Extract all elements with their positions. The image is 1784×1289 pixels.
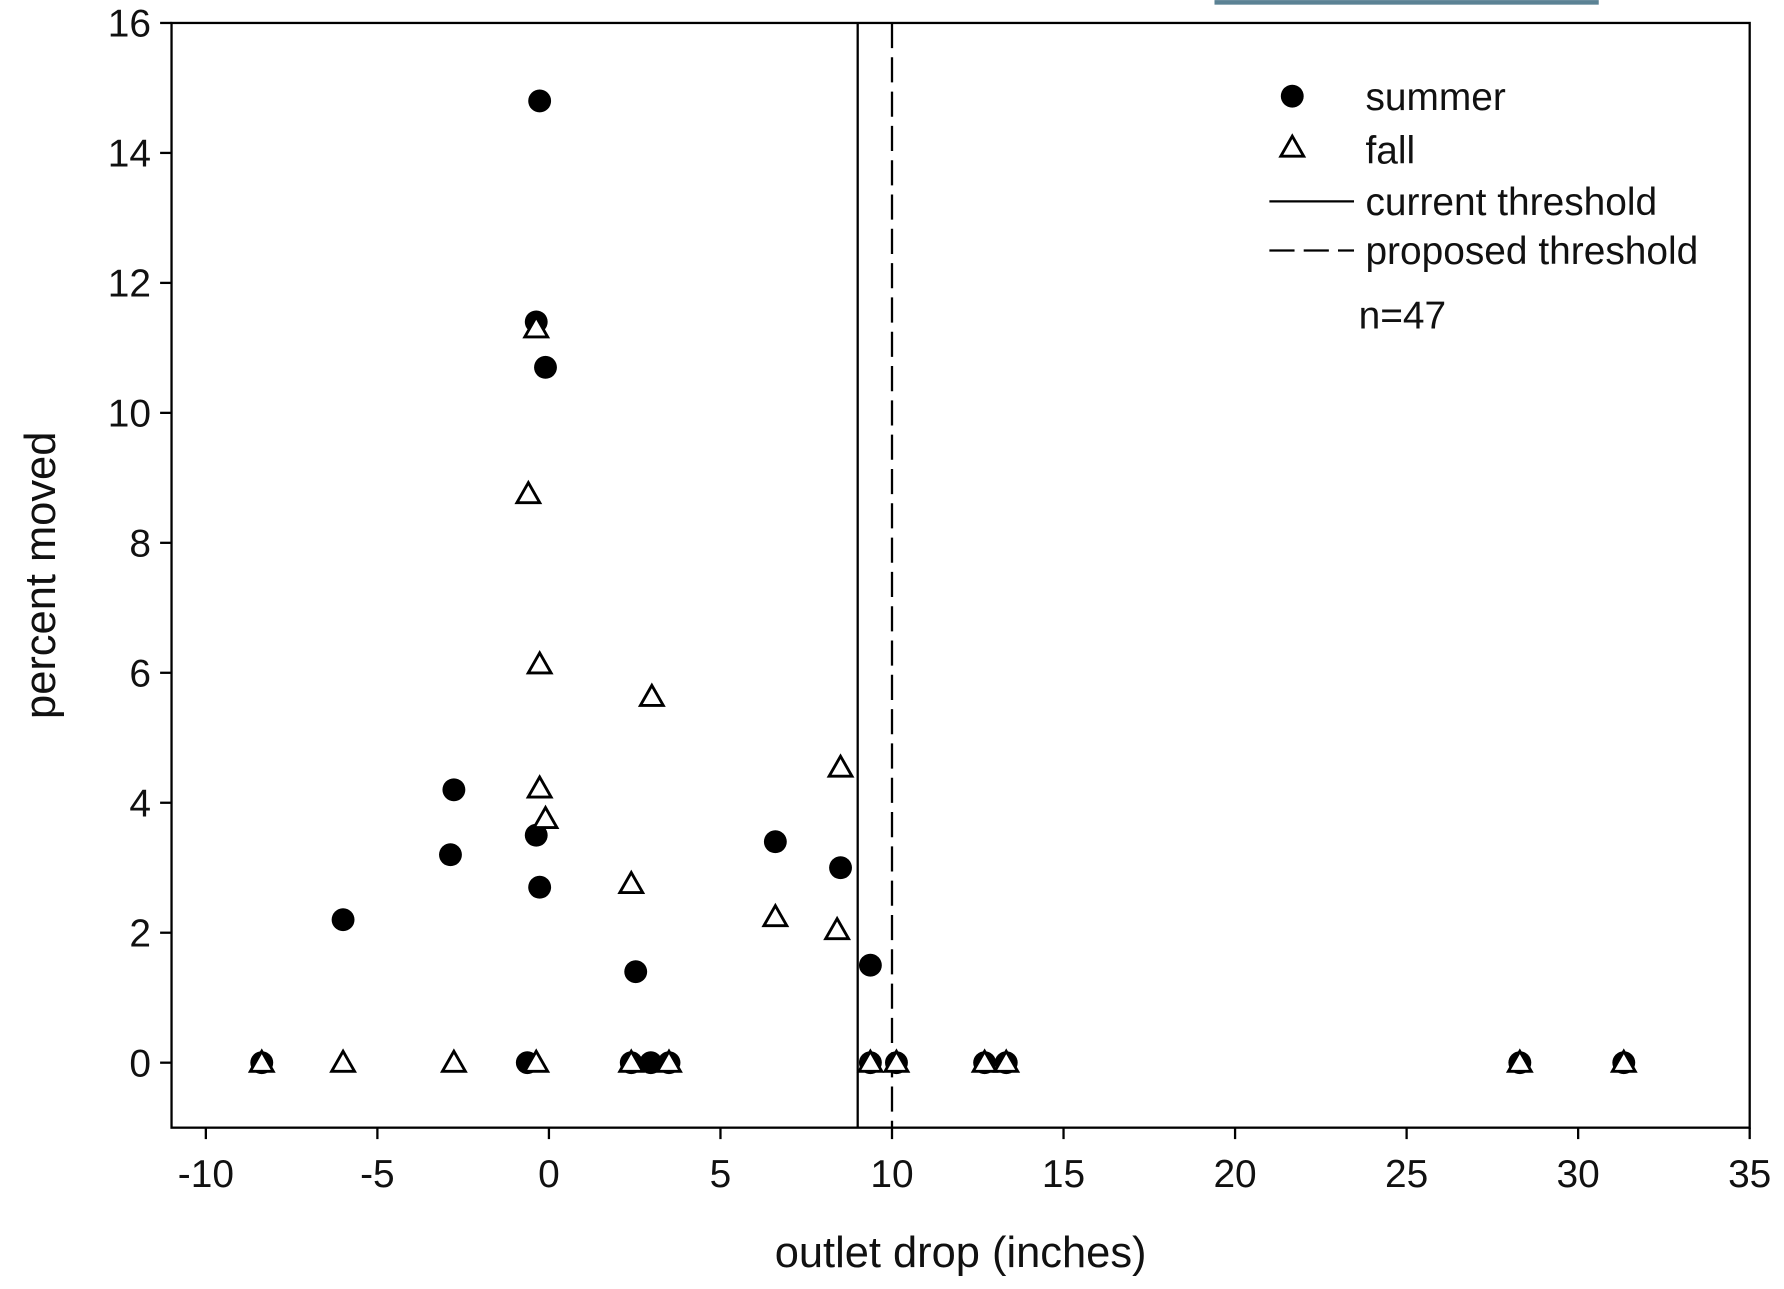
point	[882, 1048, 911, 1073]
point	[617, 869, 646, 894]
point	[829, 856, 852, 880]
x-tick-label: 25	[1385, 1153, 1428, 1196]
y-tick-label: 14	[108, 133, 151, 176]
point	[331, 908, 355, 932]
y-tick-label: 10	[108, 393, 151, 436]
legend-label: current threshold	[1365, 181, 1657, 224]
point	[525, 650, 554, 675]
y-tick-label: 16	[108, 3, 151, 46]
point	[524, 823, 548, 847]
point	[639, 1051, 663, 1075]
x-tick-label: 5	[710, 1153, 732, 1196]
x-tick-label: 0	[538, 1153, 560, 1196]
x-tick-label: -5	[360, 1153, 395, 1196]
legend-label: summer	[1365, 76, 1505, 119]
annotation: n=47	[1359, 294, 1447, 337]
legend-symbol	[1280, 84, 1304, 108]
point	[528, 89, 552, 113]
point	[528, 875, 552, 899]
y-tick-label: 8	[129, 523, 151, 566]
x-tick-label: 35	[1728, 1153, 1771, 1196]
legend-label: fall	[1365, 130, 1415, 173]
point	[617, 1048, 646, 1073]
point	[970, 1048, 999, 1073]
point	[856, 1048, 885, 1073]
plot-frame	[170, 21, 1751, 1129]
point	[329, 1048, 357, 1073]
point	[655, 1048, 683, 1073]
point	[637, 682, 666, 707]
y-tick-label: 2	[129, 912, 151, 955]
x-axis-label: outlet drop (inches)	[775, 1229, 1147, 1277]
point	[531, 804, 560, 830]
legend-symbol	[1278, 133, 1307, 158]
point	[525, 774, 554, 799]
point	[522, 1048, 551, 1073]
point	[763, 830, 787, 854]
point	[514, 479, 543, 505]
point	[522, 314, 551, 339]
x-tick-label: 10	[870, 1153, 913, 1196]
point	[624, 960, 648, 984]
y-tick-label: 4	[129, 782, 151, 825]
legend-label: proposed threshold	[1365, 230, 1698, 273]
x-tick-label: 30	[1557, 1153, 1600, 1196]
point	[442, 778, 466, 802]
point	[439, 843, 462, 867]
point	[1505, 1048, 1534, 1073]
point	[1609, 1048, 1638, 1073]
y-tick-label: 0	[129, 1042, 151, 1085]
point	[247, 1048, 276, 1073]
point	[439, 1048, 468, 1073]
point	[826, 753, 855, 778]
x-tick-label: -10	[178, 1153, 234, 1196]
y-tick-label: 6	[129, 653, 151, 696]
point	[823, 915, 852, 941]
point	[992, 1048, 1021, 1073]
y-tick-label: 12	[108, 263, 151, 306]
x-tick-label: 15	[1042, 1153, 1085, 1196]
point	[534, 355, 557, 379]
point	[858, 953, 882, 977]
x-tick-label: 20	[1213, 1153, 1256, 1196]
y-axis-label: percent moved	[17, 432, 65, 719]
point	[761, 902, 790, 928]
crop-artifact	[1214, 0, 1599, 5]
